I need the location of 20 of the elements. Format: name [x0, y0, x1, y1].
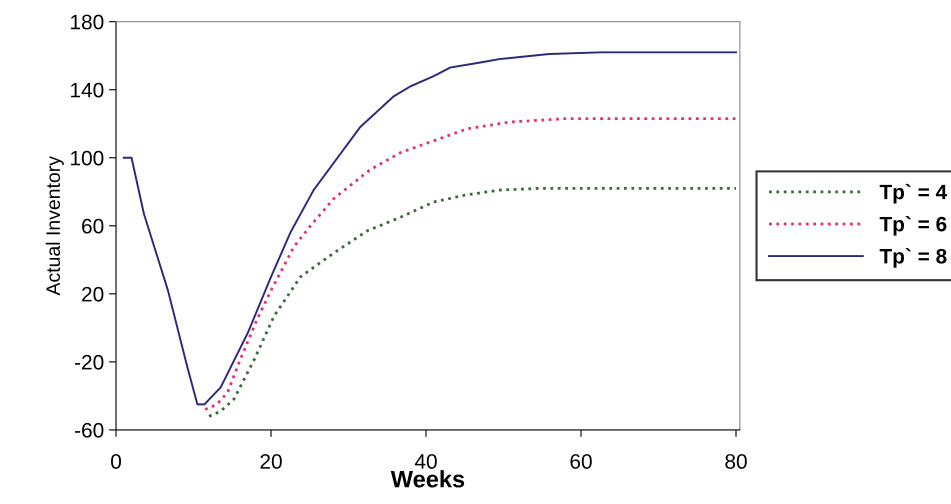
x-axis-title: Weeks	[390, 470, 464, 488]
y-tick-label: -20	[75, 354, 104, 370]
legend-label: Tp` = 8	[880, 248, 947, 268]
y-tick-label: -60	[75, 422, 104, 438]
line-series	[208, 186, 738, 418]
y-tick-label: 20	[82, 286, 104, 302]
line-series	[204, 117, 738, 411]
y-tick-label: 140	[71, 82, 104, 98]
y-tick-label: 100	[71, 150, 104, 166]
y-axis-title: Actual Inventory	[46, 156, 64, 296]
line-series	[122, 51, 737, 406]
x-tick-label: 0	[111, 454, 121, 469]
x-tick-label: 40	[414, 454, 437, 469]
x-tick-label: 60	[570, 454, 592, 469]
x-tick-label: 20	[260, 454, 282, 469]
legend-label: Tp` = 6	[880, 216, 946, 236]
legend-label: Tp` = 4	[880, 184, 948, 204]
y-tick-label: 180	[71, 14, 104, 30]
y-tick-label: 60	[82, 218, 104, 234]
x-tick-label: 80	[725, 454, 747, 469]
